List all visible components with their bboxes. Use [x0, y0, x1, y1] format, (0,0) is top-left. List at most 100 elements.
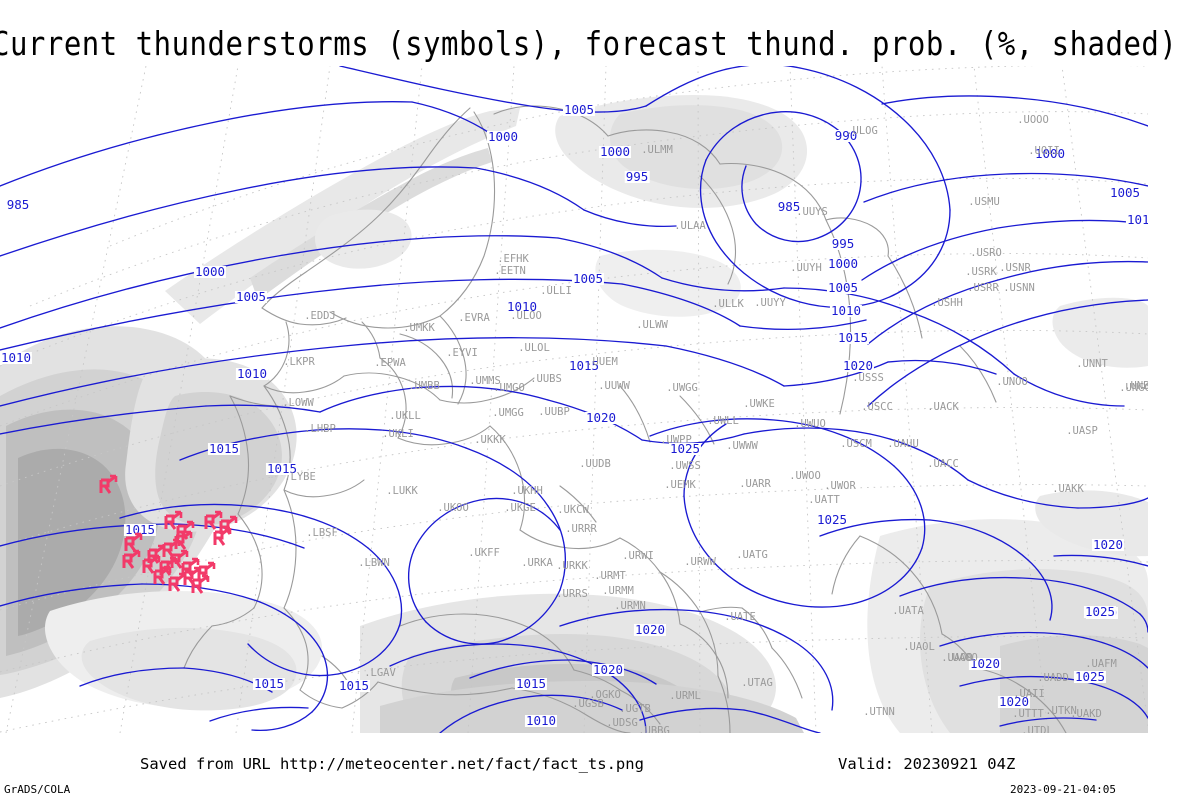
- isobar-label: 1020: [584, 410, 618, 425]
- station-label: .URRR: [565, 523, 597, 535]
- isobar-label: 1000: [598, 144, 632, 159]
- station-label: .UWLL: [707, 415, 739, 427]
- station-label: .URKK: [556, 560, 588, 572]
- station-label: .LYBE: [284, 471, 316, 483]
- isobar-label: 1015: [265, 461, 299, 476]
- station-label: .USRO: [970, 247, 1002, 259]
- map-canvas: [0, 66, 1148, 733]
- station-label: .EVRA: [458, 312, 490, 324]
- station-label: .UAUU: [887, 438, 919, 450]
- weather-map-plot[interactable]: 1005 1000 1000 990 995 985 985 995 1000 1005 1010 1…: [0, 66, 1148, 733]
- station-label: .ULOO: [510, 310, 542, 322]
- station-label: .USCC: [861, 401, 893, 413]
- station-label: .UBBG: [638, 725, 670, 733]
- station-label: .LBSF: [306, 527, 338, 539]
- station-label: .UNBB: [1124, 380, 1148, 392]
- thunderstorm-symbol-icon: [97, 474, 119, 500]
- isobar-label: 1015: [836, 330, 870, 345]
- isobar-label: 1010: [1125, 213, 1148, 226]
- station-label: .UTDL: [1021, 725, 1053, 733]
- isobar-layer: [0, 66, 1148, 733]
- station-label: .UWWW: [726, 440, 758, 452]
- station-label: .UEMK: [664, 479, 696, 491]
- station-label: .UATE: [724, 611, 756, 623]
- station-label: .ULLI: [540, 285, 572, 297]
- isobar-label: 1010: [505, 299, 539, 314]
- station-label: .UWOO: [789, 470, 821, 482]
- station-label: .EETN: [494, 265, 526, 277]
- station-label: .UUYY: [754, 297, 786, 309]
- station-label: .UKOO: [437, 502, 469, 514]
- isobar-label: 1015: [207, 441, 241, 456]
- station-label: .UWPP: [660, 434, 692, 446]
- thunderstorm-symbol-icon: [140, 554, 162, 580]
- isobar-label: 1020: [997, 694, 1031, 709]
- station-label: .UARR: [739, 478, 771, 490]
- station-label: .UNOO: [996, 376, 1028, 388]
- station-label: .OGKO: [589, 689, 621, 701]
- station-label: .UNNT: [1076, 358, 1108, 370]
- station-label: .USMU: [968, 196, 1000, 208]
- isobar-label: 1005: [826, 280, 860, 295]
- station-label: .UKLL: [389, 410, 421, 422]
- station-label: .URKA: [521, 557, 553, 569]
- station-label: .UTNN: [863, 706, 895, 718]
- station-label: .UKFF: [468, 547, 500, 559]
- isobar-label: 1000: [193, 264, 227, 279]
- station-label: .UAFM: [1085, 658, 1117, 670]
- station-label: .URMT: [594, 570, 626, 582]
- isobar-label: 1000: [826, 256, 860, 271]
- station-label: .UACK: [927, 401, 959, 413]
- thunderstorm-symbol-icon: [122, 532, 144, 558]
- station-label: .UUWW: [598, 380, 630, 392]
- station-label: .LHBP: [304, 423, 336, 435]
- station-label: .UATG: [736, 549, 768, 561]
- station-label: .EPWA: [374, 357, 406, 369]
- station-label: .UMGO: [493, 382, 525, 394]
- isobar-label: 985: [5, 197, 31, 212]
- station-label: .UADD: [1037, 672, 1069, 684]
- station-label: .UUBS: [530, 373, 562, 385]
- station-label: .LBWN: [358, 557, 390, 569]
- isobar-label: 1015: [337, 678, 371, 693]
- station-label: .USHH: [931, 297, 963, 309]
- generated-timestamp: 2023-09-21-04:05: [1010, 783, 1116, 796]
- graticule-layer: [0, 66, 1148, 733]
- station-label: .USSS: [852, 372, 884, 384]
- station-label: .LGAV: [364, 667, 396, 679]
- saved-from-url-text: Saved from URL http://meteocenter.net/fa…: [140, 755, 644, 773]
- station-label: .UUDB: [579, 458, 611, 470]
- station-label: .UKLI: [382, 428, 414, 440]
- station-label: .URMM: [602, 585, 634, 597]
- isobar-label: 1020: [591, 662, 625, 677]
- isobar-label: 1015: [123, 522, 157, 537]
- station-label: .UTTT: [1012, 708, 1044, 720]
- station-label: .UKKK: [474, 434, 506, 446]
- isobar-label: 1020: [841, 358, 875, 373]
- isobar-label: 995: [624, 169, 650, 184]
- station-label: .UNGG: [1119, 382, 1148, 394]
- station-label: .UWGG: [666, 382, 698, 394]
- isobar-label: 1025: [668, 441, 702, 456]
- station-label: .EYVI: [446, 347, 478, 359]
- isobar-label: 1005: [1108, 185, 1142, 200]
- station-label: .UAII: [1013, 688, 1045, 700]
- isobar-label: 1010: [0, 350, 33, 365]
- station-label: .ULOL: [518, 342, 550, 354]
- station-label: .LOWW: [282, 397, 314, 409]
- station-label: .UUYS: [796, 206, 828, 218]
- isobar-label: 1020: [968, 656, 1002, 671]
- station-label: .URML: [669, 690, 701, 702]
- thunderstorm-symbol-icon: [168, 549, 190, 575]
- station-label: .URMN: [614, 600, 646, 612]
- grads-cola-credit: GrADS/COLA: [4, 783, 71, 796]
- station-label: .UKGE: [504, 502, 536, 514]
- station-label: .LKPR: [283, 356, 315, 368]
- station-label: .USNR: [999, 262, 1031, 274]
- thunderstorm-symbol-icon: [211, 526, 233, 552]
- station-label: .UMMS: [469, 375, 501, 387]
- station-label: .URWW: [684, 556, 716, 568]
- station-label: .UUBP: [538, 406, 570, 418]
- valid-time-text: Valid: 20230921 04Z: [838, 755, 1016, 773]
- isobar-label: 1025: [1083, 604, 1117, 619]
